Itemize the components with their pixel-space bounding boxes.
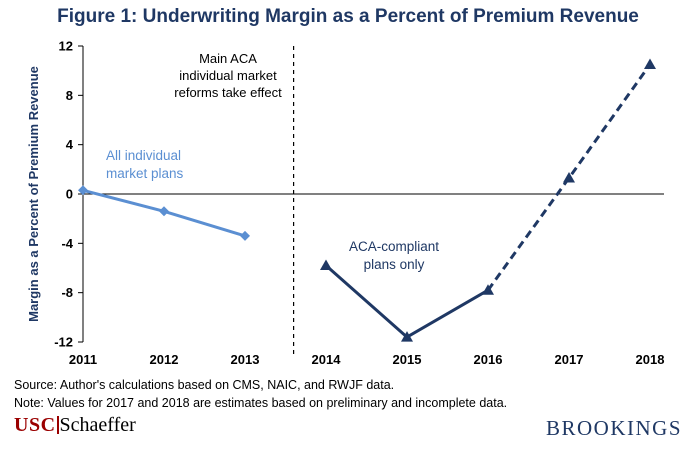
y-axis-title: Margin as a Percent of Premium Revenue xyxy=(26,66,41,322)
logo-divider xyxy=(56,416,59,434)
y-tick-label: 8 xyxy=(66,88,73,103)
annotation-text: reforms take effect xyxy=(174,85,282,100)
y-tick-label: -4 xyxy=(61,236,73,251)
x-tick-label: 2016 xyxy=(474,352,503,367)
annotation-text: individual market xyxy=(179,68,277,83)
chart-title: Figure 1: Underwriting Margin as a Perce… xyxy=(57,6,639,27)
series-label: All individual xyxy=(106,148,181,163)
y-tick-label: -12 xyxy=(54,335,73,350)
data-point-triangle xyxy=(482,284,494,295)
y-tick-label: 0 xyxy=(66,187,73,202)
brookings-logo: BROOKINGS xyxy=(545,416,682,440)
estimate-note: Note: Values for 2017 and 2018 are estim… xyxy=(14,396,508,410)
data-point-triangle xyxy=(320,259,332,271)
series-label: plans only xyxy=(364,257,425,272)
y-tick-label: 4 xyxy=(66,137,74,152)
y-tick-label: 12 xyxy=(59,39,73,54)
x-tick-label: 2011 xyxy=(69,352,97,367)
schaeffer-logo-text: Schaeffer xyxy=(59,414,136,436)
data-point-triangle xyxy=(563,171,575,183)
source-note: Source: Author's calculations based on C… xyxy=(14,378,395,392)
line-chart: 12 8 4 0 -4 -8 -12 2011 2012 2013 2014 2015 2016 2017… xyxy=(26,39,665,368)
x-tick-label: 2012 xyxy=(150,352,179,367)
data-point-diamond xyxy=(78,185,88,196)
data-point-triangle xyxy=(401,331,413,342)
annotation-text: Main ACA xyxy=(199,51,257,66)
series-label: market plans xyxy=(106,166,184,181)
series-label: ACA-compliant xyxy=(349,239,439,254)
data-point-diamond xyxy=(159,206,169,217)
x-tick-label: 2014 xyxy=(312,352,342,367)
data-point-triangle xyxy=(644,58,656,69)
series-estimate-line xyxy=(486,63,652,292)
usc-schaeffer-logo: USC Schaeffer xyxy=(14,414,136,437)
y-tick-label: -8 xyxy=(61,285,73,300)
x-tick-label: 2018 xyxy=(636,352,665,367)
x-tick-label: 2015 xyxy=(393,352,422,367)
x-tick-label: 2013 xyxy=(231,352,260,367)
data-point-diamond xyxy=(240,230,250,241)
series-line xyxy=(325,264,489,339)
usc-logo-mark: USC xyxy=(14,414,56,436)
x-tick-label: 2017 xyxy=(555,352,584,367)
